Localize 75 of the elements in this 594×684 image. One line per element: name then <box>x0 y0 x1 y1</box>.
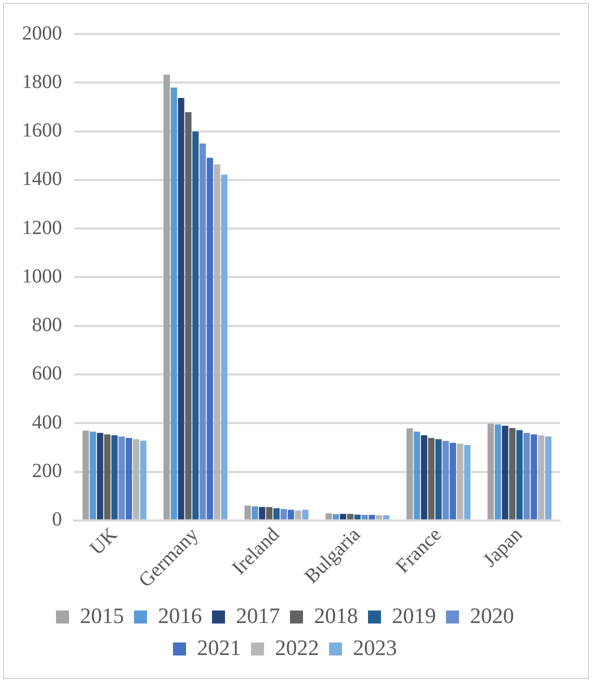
bar <box>126 438 132 520</box>
bar <box>383 515 390 520</box>
bar <box>530 434 538 520</box>
y-tick-label: 0 <box>52 508 62 531</box>
bar <box>111 435 118 520</box>
bar <box>244 506 251 520</box>
bar <box>456 444 464 520</box>
legend-label: 2022 <box>275 634 319 660</box>
bar <box>96 432 104 520</box>
bar <box>354 514 361 520</box>
legend-label: 2020 <box>470 602 514 628</box>
x-tick-label: UK <box>86 523 122 560</box>
bar <box>509 428 516 520</box>
bar <box>420 435 428 520</box>
bar <box>488 424 494 520</box>
bar <box>368 514 376 520</box>
bar <box>362 514 368 520</box>
legend-label: 2016 <box>158 602 202 628</box>
legend-label: 2021 <box>197 634 241 660</box>
y-tick-label: 200 <box>32 460 62 482</box>
bar <box>252 506 258 520</box>
bar <box>164 74 170 520</box>
legend-label: 2023 <box>353 634 397 660</box>
y-tick-label: 400 <box>32 411 62 434</box>
bar <box>214 164 220 520</box>
bar <box>414 432 420 520</box>
bar <box>140 440 146 520</box>
bar <box>273 508 280 520</box>
y-tick-label: 1600 <box>22 120 62 142</box>
bar <box>178 98 184 520</box>
bar <box>524 432 530 520</box>
bar <box>104 434 110 520</box>
bar <box>192 132 199 520</box>
bar <box>221 174 228 520</box>
bar <box>376 515 382 520</box>
bar <box>347 514 354 520</box>
bar <box>340 514 346 520</box>
y-tick-label: 800 <box>32 314 62 336</box>
bar <box>502 426 508 520</box>
bar <box>494 424 502 520</box>
y-tick-label: 1200 <box>22 216 62 239</box>
bar <box>206 158 214 520</box>
y-tick-label: 2000 <box>22 22 62 44</box>
bar <box>332 514 340 520</box>
bar <box>450 442 456 520</box>
bar <box>442 440 449 520</box>
bar <box>132 439 140 520</box>
bar <box>294 510 302 520</box>
bar <box>406 428 413 520</box>
bar <box>538 435 544 520</box>
bar <box>200 143 206 520</box>
bar <box>326 513 332 520</box>
bar <box>435 439 442 520</box>
bar <box>82 430 89 520</box>
bar <box>280 508 287 520</box>
bar <box>516 430 523 520</box>
y-tick-label: 1000 <box>22 265 62 288</box>
y-tick-label: 600 <box>32 362 62 385</box>
bar <box>302 510 308 520</box>
bar <box>428 438 434 520</box>
legend-label: 2019 <box>392 602 436 628</box>
bar <box>185 112 192 520</box>
bar <box>258 507 266 520</box>
legend-label: 2018 <box>314 602 358 628</box>
y-tick-label: 1800 <box>22 70 62 93</box>
bar <box>90 432 96 520</box>
legend-label: 2015 <box>80 602 124 628</box>
bar <box>288 510 294 520</box>
bar <box>170 88 178 520</box>
bar <box>118 436 125 520</box>
bar <box>266 507 272 520</box>
bar <box>464 445 470 520</box>
bar <box>545 436 552 520</box>
y-tick-label: 1400 <box>22 168 62 190</box>
legend-label: 2017 <box>236 602 280 628</box>
